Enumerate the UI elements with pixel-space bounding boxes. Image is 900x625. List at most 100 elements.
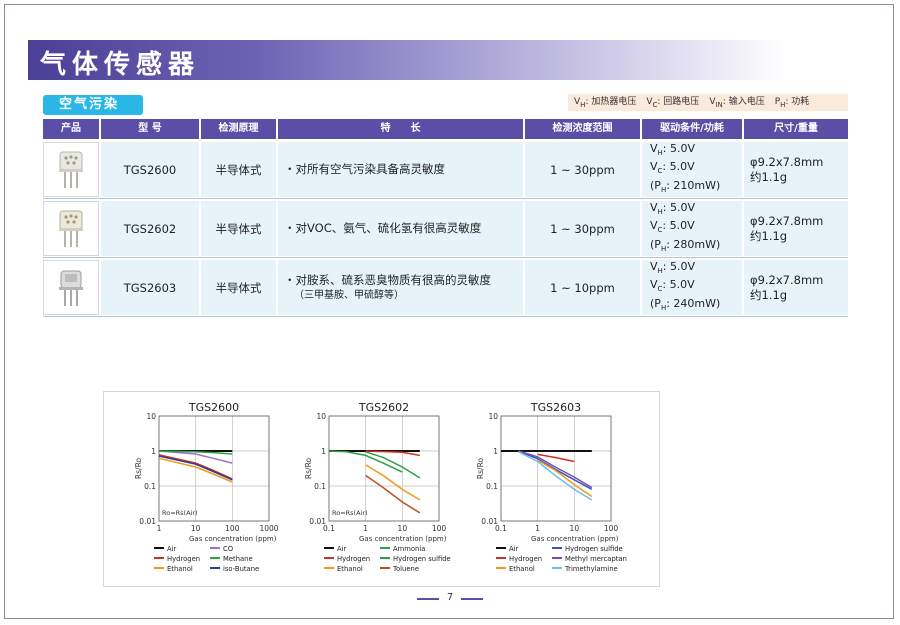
legend-label: Hydrogen xyxy=(167,555,200,563)
header-product: 产品 xyxy=(43,119,99,139)
feature-cell: ・对所有空气污染具备高灵敏度 xyxy=(278,142,523,197)
feature-cell: ・对胺系、硫系恶臭物质有很高的灵敏度 （三甲基胺、甲硫醇等） xyxy=(278,260,523,315)
x-tick-label: 10 xyxy=(398,524,408,533)
chart-annotation: Ro=Rs(Air) xyxy=(332,509,368,517)
header-drive: 驱动条件/功耗 xyxy=(642,119,742,139)
header-feature: 特 长 xyxy=(278,119,523,139)
table-row: TGS2603 半导体式 ・对胺系、硫系恶臭物质有很高的灵敏度 （三甲基胺、甲硫… xyxy=(43,260,848,317)
y-axis-label: Rs/Ro xyxy=(476,458,485,480)
legend-vin: VIN: 输入电压 xyxy=(709,97,765,109)
symbol-legend: VH: 加热器电压 VC: 回路电压 VIN: 输入电压 PH: 功耗 xyxy=(568,94,848,111)
legend-label: Hydrogen sulfide xyxy=(393,555,451,563)
legend-label: Ethanol xyxy=(167,565,193,573)
x-axis-label: Gas concentration (ppm) xyxy=(189,535,277,543)
feature-text: ・对胺系、硫系恶臭物质有很高的灵敏度 xyxy=(284,272,491,287)
page-line-left xyxy=(417,598,439,600)
model-cell: TGS2603 xyxy=(101,260,199,315)
series-line xyxy=(158,450,233,455)
legend-label: Methane xyxy=(223,555,253,563)
series-line xyxy=(365,451,421,479)
drive-cell: VH: 5.0V VC: 5.0V (PH: 210mW) xyxy=(642,142,742,197)
product-image xyxy=(43,142,99,197)
x-tick-label: 0.1 xyxy=(323,524,335,533)
chart-title: TGS2602 xyxy=(358,401,409,414)
legend-label: Ethanol xyxy=(509,565,535,573)
series-line xyxy=(328,450,403,473)
legend-label: Toluene xyxy=(392,565,419,573)
x-axis-label: Gas concentration (ppm) xyxy=(359,535,447,543)
series-line xyxy=(365,450,420,457)
x-tick-label: 10 xyxy=(191,524,201,533)
page-frame xyxy=(4,4,894,619)
legend-label: Ammonia xyxy=(393,545,425,553)
principle-cell: 半导体式 xyxy=(201,260,276,315)
sensitivity-charts: TGS2600 1 10 100 1000 10 1 0.1 0.01 Gas concentra… xyxy=(103,391,660,587)
y-tick-label: 1 xyxy=(493,447,498,456)
y-tick-label: 0.01 xyxy=(481,517,498,526)
series-line xyxy=(158,457,233,483)
series-line xyxy=(537,453,575,463)
principle-cell: 半导体式 xyxy=(201,201,276,256)
feature-cell: ・对VOC、氨气、硫化氢有很高灵敏度 xyxy=(278,201,523,256)
legend-label: Hydrogen xyxy=(337,555,370,563)
feature-text: ・对所有空气污染具备高灵敏度 xyxy=(284,162,445,176)
legend-vh: VH: 加热器电压 xyxy=(574,97,637,109)
table-row: TGS2602 半导体式 ・对VOC、氨气、硫化氢有很高灵敏度 1 ~ 30pp… xyxy=(43,201,848,258)
series-line xyxy=(518,450,593,491)
chart-title: TGS2603 xyxy=(530,401,581,414)
x-tick-label: 100 xyxy=(225,524,240,533)
feature-subtext: （三甲基胺、甲硫醇等） xyxy=(294,289,404,301)
range-cell: 1 ~ 30ppm xyxy=(525,201,640,256)
sensor-icon xyxy=(59,210,83,247)
size-cell: φ9.2x7.8mm 约1.1g xyxy=(744,201,848,256)
series-line xyxy=(537,459,593,498)
drive-cell: VH: 5.0V VC: 5.0V (PH: 280mW) xyxy=(642,201,742,256)
y-tick-label: 0.1 xyxy=(486,482,498,491)
y-tick-label: 10 xyxy=(146,412,156,421)
legend-label: Trimethylamine xyxy=(564,565,618,573)
legend-vc: VC: 回路电压 xyxy=(646,97,700,109)
y-tick-label: 10 xyxy=(316,412,326,421)
legend-label: Air xyxy=(509,545,519,553)
legend-label: CO xyxy=(223,545,233,553)
y-tick-label: 0.01 xyxy=(309,517,326,526)
y-axis-label: Rs/Ro xyxy=(304,458,313,480)
y-tick-label: 0.1 xyxy=(144,482,156,491)
series-line xyxy=(158,455,233,481)
legend-label: Methyl mercaptan xyxy=(565,555,627,563)
legend-label: Ethanol xyxy=(337,565,363,573)
x-tick-label: 100 xyxy=(432,524,447,533)
header-size: 尺寸/重量 xyxy=(744,119,848,139)
y-tick-label: 1 xyxy=(151,447,156,456)
legend-label: Air xyxy=(167,545,177,553)
header-model: 型 号 xyxy=(101,119,199,139)
y-tick-label: 0.01 xyxy=(139,517,156,526)
product-image xyxy=(43,201,99,256)
series-line xyxy=(518,451,593,501)
page-number: 7 xyxy=(446,592,454,603)
legend-label: Air xyxy=(337,545,347,553)
size-cell: φ9.2x7.8mm 约1.1g xyxy=(744,142,848,197)
x-tick-label: 1 xyxy=(157,524,162,533)
legend-label: Hydrogen xyxy=(509,555,542,563)
page-title: 气体传感器 xyxy=(40,50,201,80)
y-axis-label: Rs/Ro xyxy=(134,458,143,480)
principle-cell: 半导体式 xyxy=(201,142,276,197)
category-label: 空气污染 xyxy=(43,95,143,115)
series-line xyxy=(518,450,593,489)
series-line xyxy=(158,454,233,480)
x-tick-label: 100 xyxy=(604,524,619,533)
y-tick-label: 1 xyxy=(321,447,326,456)
y-tick-label: 0.1 xyxy=(314,482,326,491)
range-cell: 1 ~ 10ppm xyxy=(525,260,640,315)
model-cell: TGS2600 xyxy=(101,142,199,197)
chart-annotation: Ro=Rs(Air) xyxy=(162,509,198,517)
chart-title: TGS2600 xyxy=(188,401,239,414)
table-row: TGS2600 半导体式 ・对所有空气污染具备高灵敏度 1 ~ 30ppm VH… xyxy=(43,142,848,199)
legend-label: iso-Butane xyxy=(223,565,259,573)
page-line-right xyxy=(461,598,483,600)
drive-cell: VH: 5.0V VC: 5.0V (PH: 240mW) xyxy=(642,260,742,315)
x-tick-label: 1 xyxy=(363,524,368,533)
feature-text: ・对VOC、氨气、硫化氢有很高灵敏度 xyxy=(284,221,482,235)
range-cell: 1 ~ 30ppm xyxy=(525,142,640,197)
